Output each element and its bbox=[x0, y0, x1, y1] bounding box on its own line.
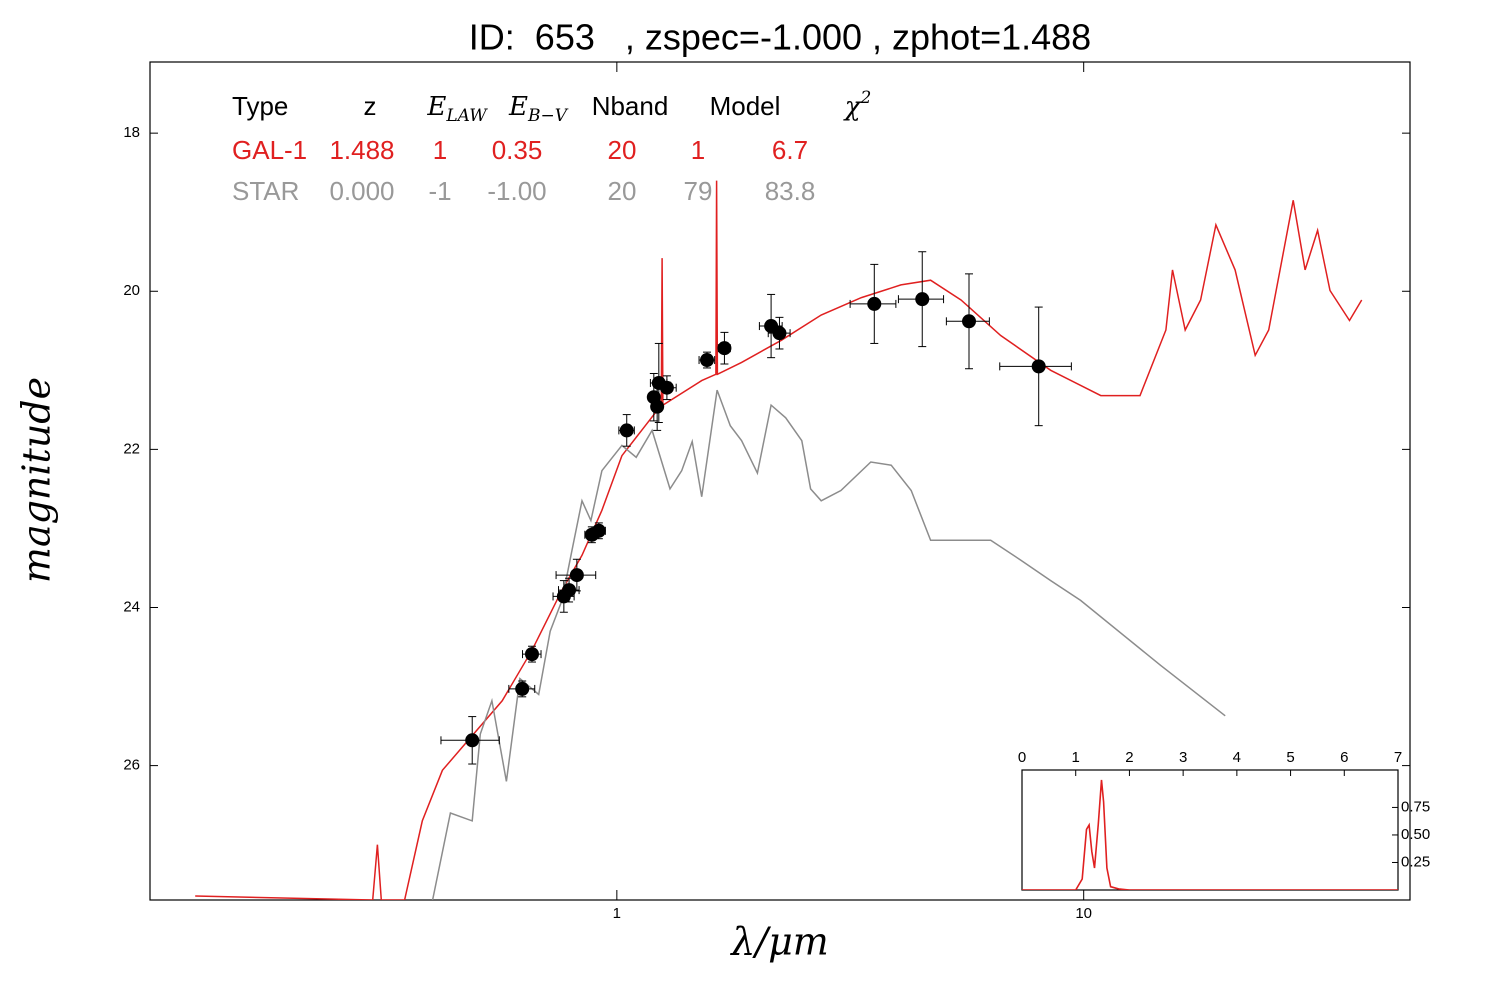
photometry-point bbox=[619, 423, 634, 438]
table-cell: 0.35 bbox=[492, 135, 543, 165]
photometry-point bbox=[659, 380, 674, 395]
inset-frame bbox=[1021, 769, 1399, 891]
table-header: ELAW bbox=[426, 92, 488, 126]
photometry-point bbox=[562, 583, 577, 598]
inset-x-tick-label: 3 bbox=[1179, 749, 1187, 766]
inset-data-area bbox=[1022, 779, 1398, 890]
inset-x-tick-label: 2 bbox=[1125, 749, 1133, 766]
table-cell: 0.000 bbox=[329, 176, 394, 206]
y-tick-label: 18 bbox=[123, 124, 140, 141]
fit-table: Type z ELAW EB−V Nband Model χ2 GAL-1 1.488 1 0.35… bbox=[232, 88, 871, 206]
y-axis-label: magnitude bbox=[15, 377, 59, 583]
table-cell: 1 bbox=[433, 135, 447, 165]
spectrum-line bbox=[195, 180, 1363, 900]
inset-x-tick-label: 5 bbox=[1286, 749, 1294, 766]
inset-x-tick-label: 6 bbox=[1340, 749, 1348, 766]
table-cell: 20 bbox=[608, 176, 637, 206]
photometry-point bbox=[465, 733, 480, 748]
table-cell: -1 bbox=[428, 176, 451, 206]
table-header: EB−V bbox=[508, 92, 569, 126]
inset-x-tick-label: 7 bbox=[1394, 749, 1402, 766]
photometry-point bbox=[1031, 359, 1046, 374]
table-cell: 1.488 bbox=[329, 135, 394, 165]
table-cell: STAR bbox=[232, 176, 299, 206]
table-cell: GAL-1 bbox=[232, 135, 307, 165]
photometry-point bbox=[515, 681, 530, 696]
x-tick-label: 1 bbox=[613, 905, 621, 922]
photometry-point bbox=[867, 296, 882, 311]
y-tick-label: 26 bbox=[123, 757, 140, 774]
photometry-point bbox=[717, 341, 732, 356]
x-tick-label: 10 bbox=[1075, 905, 1092, 922]
table-cell: 79 bbox=[684, 176, 713, 206]
table-header: z bbox=[364, 91, 377, 121]
table-cell: 20 bbox=[608, 135, 637, 165]
y-tick-label: 20 bbox=[123, 282, 140, 299]
photometry-point bbox=[915, 292, 930, 307]
spectrum-line bbox=[431, 389, 1226, 900]
inset-x-tick-label: 1 bbox=[1072, 749, 1080, 766]
photometry-point bbox=[569, 568, 584, 583]
table-header: Nband bbox=[592, 91, 669, 121]
table-cell: 83.8 bbox=[765, 176, 816, 206]
inset-plot: 0 1 2 3 4 5 6 7 0.25 0.50 0.75 bbox=[1018, 749, 1430, 890]
table-cell: 6.7 bbox=[772, 135, 808, 165]
y-tick-label: 24 bbox=[123, 598, 140, 615]
inset-y-tick-label: 0.75 bbox=[1401, 798, 1430, 815]
table-header: Model bbox=[710, 91, 781, 121]
x-axis-label: λ/μm bbox=[729, 920, 829, 964]
table-cell: 1 bbox=[691, 135, 705, 165]
y-tick-label: 22 bbox=[123, 440, 140, 457]
table-cell: -1.00 bbox=[487, 176, 546, 206]
photometry-point bbox=[524, 647, 539, 662]
photometry-point bbox=[962, 314, 977, 329]
photometry-point bbox=[772, 326, 787, 341]
table-header: χ2 bbox=[843, 88, 872, 123]
photometry-point bbox=[591, 523, 606, 538]
inset-y-tick-label: 0.25 bbox=[1401, 853, 1430, 870]
inset-x-tick-label: 4 bbox=[1233, 749, 1241, 766]
pdf-line bbox=[1022, 779, 1398, 890]
photometry-point bbox=[700, 353, 715, 368]
photometry-point bbox=[650, 399, 665, 414]
inset-x-tick-label: 0 bbox=[1018, 749, 1026, 766]
data-area bbox=[195, 180, 1363, 900]
inset-y-tick-label: 0.50 bbox=[1401, 826, 1430, 843]
chart-title: ID: 653 , zspec=-1.000 , zphot=1.488 bbox=[469, 17, 1091, 58]
table-header: Type bbox=[232, 91, 288, 121]
plot-frame bbox=[149, 61, 1411, 901]
